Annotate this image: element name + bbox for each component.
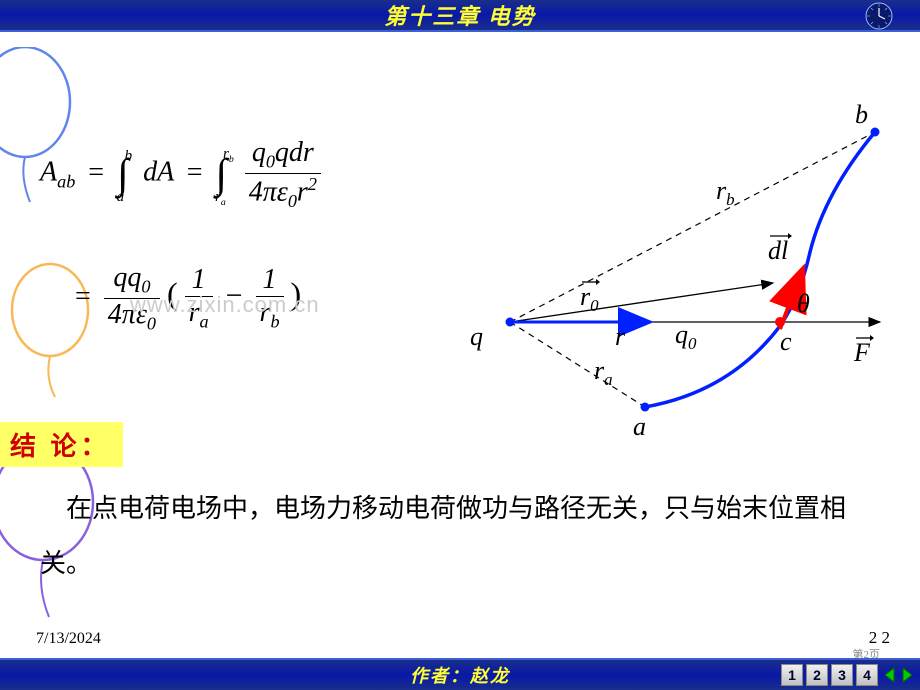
nav-prev-icon[interactable] xyxy=(881,664,897,686)
clock-icon xyxy=(864,1,894,31)
nav-page-3[interactable]: 3 xyxy=(831,664,853,686)
eq-sub: ab xyxy=(57,171,75,191)
slide-content: Aab = ∫ba dA = ∫ rb ra q0qdr 4πε0r2 = qq… xyxy=(0,32,920,658)
nav-buttons: 1 2 3 4 xyxy=(781,664,916,686)
nav-next-icon[interactable] xyxy=(900,664,916,686)
nav-page-2[interactable]: 2 xyxy=(806,664,828,686)
diagram-svg xyxy=(480,82,890,422)
nav-page-1[interactable]: 1 xyxy=(781,664,803,686)
field-diagram: q b a c r θ q0 ra rb r0 dl F xyxy=(480,82,890,422)
author-label: 作者：赵龙 xyxy=(410,662,510,688)
conclusion-label: 结 论： xyxy=(0,422,123,467)
label-c: c xyxy=(780,327,792,357)
nav-page-4[interactable]: 4 xyxy=(856,664,878,686)
header-bar: 第十三章 电势 xyxy=(0,0,920,32)
equation-work-integral: Aab = ∫ba dA = ∫ rb ra q0qdr 4πε0r2 xyxy=(40,137,321,212)
eq-var: A xyxy=(40,157,57,188)
label-b: b xyxy=(855,100,868,130)
footer-bar: 作者：赵龙 1 2 3 4 xyxy=(0,658,920,690)
equation-work-result: = qq0 4πε0 ( 1 ra − 1 rb ) xyxy=(75,262,301,334)
date-stamp: 7/13/2024 xyxy=(36,630,101,648)
chapter-title: 第十三章 电势 xyxy=(384,0,536,31)
label-a: a xyxy=(633,412,646,442)
conclusion-text: 在点电荷电场中，电场力移动电荷做功与路径无关，只与始末位置相关。 xyxy=(40,482,860,591)
page-number: 2 2 xyxy=(869,628,890,648)
label-q: q xyxy=(470,322,483,352)
label-r: r xyxy=(615,322,625,352)
